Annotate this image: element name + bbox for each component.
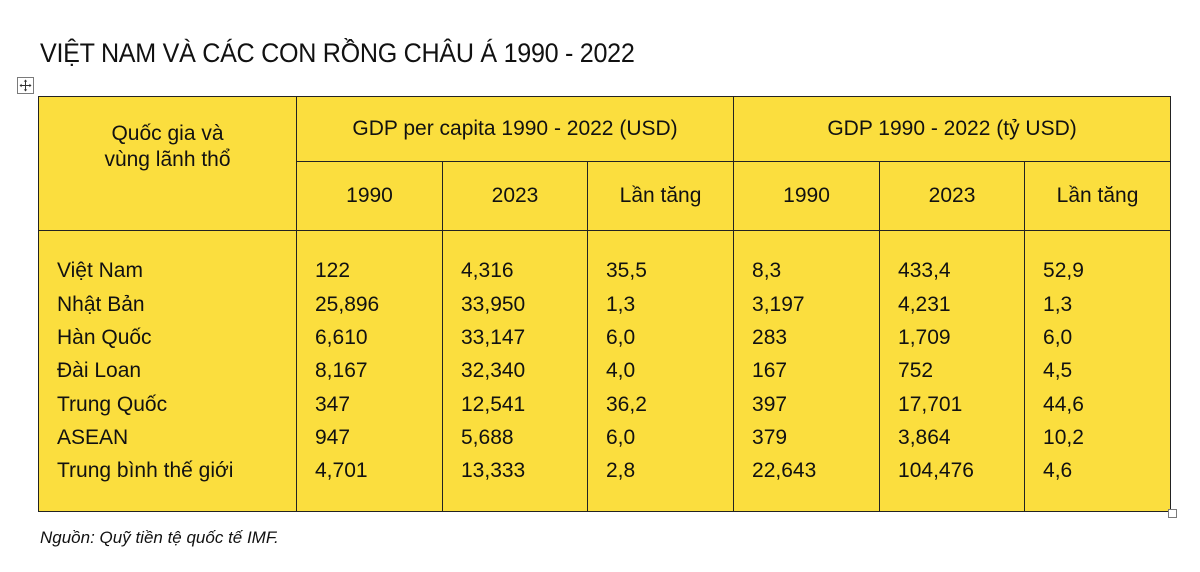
cell-g1990: 8,3 [752, 259, 782, 283]
cell-pc1990: 947 [315, 426, 351, 450]
cell-pc_x: 1,3 [606, 292, 636, 316]
cell-g_x: 4,6 [1043, 459, 1073, 483]
column-pc-1990: 122 25,896 6,610 8,167 347 947 4,701 [296, 230, 443, 512]
cell-g_x: 44,6 [1043, 392, 1084, 416]
cell-g2023: 104,476 [898, 459, 974, 483]
header-gdp-total: GDP 1990 - 2022 (tỷ USD) [733, 96, 1172, 162]
cell-g1990: 379 [752, 426, 788, 450]
column-pc-2023: 4,316 33,950 33,147 32,340 12,541 5,688 13,333 [442, 230, 588, 512]
cell-g_x: 6,0 [1043, 325, 1073, 349]
header-country-line1: Quốc gia và [111, 122, 224, 145]
cell-g2023: 433,4 [898, 259, 951, 283]
cell-pc_x: 36,2 [606, 392, 647, 416]
column-country: Việt Nam Nhật Bản Hàn Quốc Đài Loan Trung Qu… [38, 230, 297, 512]
cell-g2023: 3,864 [898, 426, 951, 450]
header-pc-growth: Lần tăng [586, 161, 735, 231]
table-body-row: Việt Nam Nhật Bản Hàn Quốc Đài Loan Trung Qu… [38, 230, 1172, 512]
column-gdp-growth: 52,9 1,3 6,0 4,5 44,6 10,2 4,6 [1024, 230, 1172, 512]
cell-g1990: 283 [752, 325, 788, 349]
cell-g2023: 4,231 [898, 292, 951, 316]
header-country: Quốc gia và vùng lãnh thổ [38, 96, 297, 231]
cell-pc_x: 6,0 [606, 325, 636, 349]
cell-name: Nhật Bản [57, 292, 145, 316]
cell-g1990: 167 [752, 359, 788, 383]
table-move-handle-icon[interactable] [17, 77, 34, 94]
cell-pc1990: 25,896 [315, 292, 380, 316]
cell-name: Việt Nam [57, 259, 143, 283]
header-gdp-1990: 1990 [733, 161, 881, 231]
column-pc-growth: 35,5 1,3 6,0 4,0 36,2 6,0 2,8 [586, 230, 735, 512]
cell-pc1990: 4,701 [315, 459, 368, 483]
cell-g1990: 22,643 [752, 459, 817, 483]
cell-g2023: 1,709 [898, 325, 951, 349]
cell-g1990: 397 [752, 392, 788, 416]
column-gdp-1990: 8,3 3,197 283 167 397 379 22,643 [733, 230, 881, 512]
column-gdp-2023: 433,4 4,231 1,709 752 17,701 3,864 104,476 [879, 230, 1026, 512]
cell-pc1990: 122 [315, 259, 351, 283]
cell-name: Trung Quốc [57, 392, 168, 416]
cell-pc_x: 4,0 [606, 359, 636, 383]
cell-pc1990: 6,610 [315, 325, 368, 349]
header-row-groups: Quốc gia và vùng lãnh thổ GDP per capita… [38, 96, 1172, 231]
cell-pc1990: 8,167 [315, 359, 368, 383]
cell-name: Hàn Quốc [57, 325, 152, 349]
cell-g_x: 1,3 [1043, 292, 1073, 316]
cell-g_x: 4,5 [1043, 359, 1073, 383]
cell-pc2023: 4,316 [461, 259, 514, 283]
cell-name: Đài Loan [57, 359, 142, 383]
cell-pc2023: 5,688 [461, 426, 514, 450]
header-country-line2: vùng lãnh thổ [104, 148, 231, 171]
cell-name: ASEAN [57, 426, 129, 450]
header-gdp-2023: 2023 [879, 161, 1026, 231]
page-title: VIỆT NAM VÀ CÁC CON RỒNG CHÂU Á 1990 - 2… [40, 38, 635, 68]
cell-pc2023: 33,950 [461, 292, 526, 316]
header-pc-2023: 2023 [442, 161, 588, 231]
cell-pc2023: 12,541 [461, 392, 526, 416]
header-gdp-growth: Lần tăng [1024, 161, 1172, 231]
cell-g_x: 10,2 [1043, 426, 1084, 450]
cell-g1990: 3,197 [752, 292, 805, 316]
header-row-years: 1990 2023 Lần tăng 1990 2023 Lần tăng [39, 161, 1172, 231]
cell-name: Trung bình thế giới [57, 459, 234, 483]
source-footnote: Nguồn: Quỹ tiền tệ quốc tế IMF. [40, 528, 279, 547]
cell-g2023: 752 [898, 359, 934, 383]
cell-pc1990: 347 [315, 392, 351, 416]
cell-pc_x: 6,0 [606, 426, 636, 450]
cell-pc2023: 32,340 [461, 359, 526, 383]
cell-pc_x: 2,8 [606, 459, 636, 483]
cell-g_x: 52,9 [1043, 259, 1084, 283]
cell-g2023: 17,701 [898, 392, 963, 416]
header-pc-1990: 1990 [296, 161, 443, 231]
gdp-table: Quốc gia và vùng lãnh thổ GDP per capita… [38, 96, 1172, 512]
cell-pc2023: 33,147 [461, 325, 526, 349]
table-resize-handle[interactable] [1168, 509, 1177, 518]
cell-pc2023: 13,333 [461, 459, 526, 483]
cell-pc_x: 35,5 [606, 259, 647, 283]
header-gdp-per-capita: GDP per capita 1990 - 2022 (USD) [295, 96, 735, 162]
